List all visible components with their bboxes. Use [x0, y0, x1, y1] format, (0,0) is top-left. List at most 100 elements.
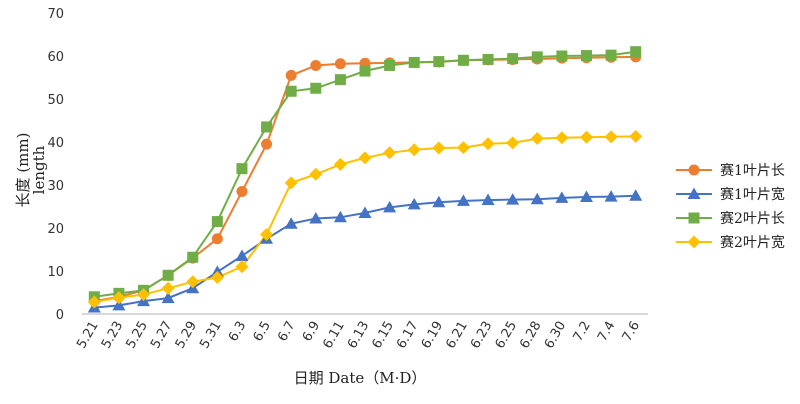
x-tick-label: 5.27 — [148, 319, 175, 352]
x-tick-label: 6.30 — [542, 319, 569, 352]
data-point-marker — [260, 227, 274, 241]
series-markers — [87, 46, 643, 313]
y-axis-subtitle: length — [30, 145, 48, 194]
data-point-marker — [284, 176, 298, 190]
x-tick-label: 6.23 — [468, 319, 495, 352]
data-point-marker — [604, 190, 618, 202]
data-point-marker — [531, 51, 543, 63]
data-point-marker — [334, 74, 346, 86]
data-point-marker — [630, 46, 642, 58]
legend-marker — [687, 235, 701, 249]
data-point-marker — [284, 217, 298, 229]
data-point-marker — [309, 167, 323, 181]
data-point-marker — [235, 249, 249, 261]
data-point-marker — [161, 281, 175, 295]
x-tick-label: 5.23 — [99, 319, 126, 352]
legend-label: 赛2叶片长 — [720, 211, 785, 227]
y-tick-label: 30 — [47, 179, 64, 194]
data-point-marker — [285, 85, 297, 97]
x-tick-label: 6.28 — [517, 319, 544, 352]
y-tick-label: 10 — [47, 265, 64, 280]
x-tick-label: 6.7 — [275, 319, 298, 344]
y-axis-title: 长度 (mm) — [14, 133, 32, 208]
data-point-marker — [579, 190, 593, 203]
data-point-marker — [162, 269, 174, 281]
legend-marker — [688, 212, 700, 224]
data-point-marker — [507, 53, 519, 65]
series-lines — [94, 50, 636, 309]
data-point-marker — [211, 233, 223, 245]
y-tick-label: 0 — [56, 308, 64, 323]
data-point-marker — [236, 163, 248, 175]
data-point-marker — [210, 270, 224, 284]
data-point-marker — [407, 197, 421, 210]
legend-label: 赛1叶片宽 — [720, 186, 785, 203]
data-point-marker — [384, 59, 396, 71]
x-tick-label: 6.21 — [443, 319, 470, 352]
data-point-marker — [408, 56, 420, 68]
data-point-marker — [432, 141, 446, 155]
legend-marker — [688, 164, 700, 176]
x-axis-title: 日期 Date（M·D） — [294, 369, 427, 387]
data-point-marker — [579, 130, 593, 144]
data-point-marker — [456, 194, 470, 206]
data-point-marker — [456, 141, 470, 155]
data-point-marker — [432, 195, 446, 208]
data-point-marker — [530, 192, 544, 205]
data-point-marker — [310, 59, 322, 71]
x-tick-label: 6.3 — [226, 319, 249, 344]
data-point-marker — [433, 56, 445, 68]
y-tick-label: 20 — [47, 222, 64, 237]
y-tick-label: 60 — [47, 50, 64, 65]
x-tick-label: 7.6 — [620, 319, 643, 344]
legend-label: 赛1叶片长 — [720, 163, 785, 179]
data-point-marker — [235, 260, 249, 274]
x-tick-label: 5.21 — [74, 319, 101, 352]
data-point-marker — [383, 200, 397, 213]
x-tick-label: 6.17 — [394, 319, 421, 352]
x-axis-ticks: 5.215.235.255.275.295.31 6.3 6.5 6.7 6.96.11… — [74, 319, 643, 352]
y-tick-label: 50 — [47, 93, 64, 108]
data-point-marker — [506, 136, 520, 150]
x-tick-label: 6.19 — [419, 319, 446, 352]
series-line — [94, 55, 636, 303]
x-tick-label: 5.29 — [173, 319, 200, 352]
x-tick-label: 6.25 — [493, 319, 520, 352]
data-point-marker — [187, 251, 199, 263]
data-point-marker — [605, 49, 617, 61]
x-tick-label: 6.15 — [370, 319, 397, 352]
data-point-marker — [481, 137, 495, 151]
data-point-marker — [555, 191, 569, 203]
data-point-marker — [629, 129, 643, 143]
legend-marker — [687, 187, 701, 199]
data-point-marker — [407, 143, 421, 157]
y-axis-ticks: 0 10 20 30 40 50 60 70 — [47, 7, 64, 323]
x-tick-label: 6.9 — [300, 319, 323, 344]
data-point-marker — [87, 295, 101, 309]
data-point-marker — [334, 58, 346, 70]
x-tick-label: 7.4 — [595, 319, 618, 344]
data-point-marker — [530, 132, 544, 146]
data-point-marker — [137, 288, 151, 302]
data-point-marker — [186, 275, 200, 289]
series-line — [94, 50, 636, 298]
data-point-marker — [556, 50, 568, 62]
data-point-marker — [236, 185, 248, 197]
data-point-marker — [555, 131, 569, 145]
data-point-marker — [261, 121, 273, 133]
data-point-marker — [506, 193, 520, 205]
data-point-marker — [481, 193, 495, 206]
x-tick-label: 6.5 — [251, 319, 274, 344]
data-point-marker — [629, 189, 643, 201]
data-point-marker — [358, 151, 372, 165]
data-point-marker — [112, 291, 126, 305]
x-tick-label: 6.11 — [320, 319, 347, 352]
data-point-marker — [359, 65, 371, 77]
y-tick-label: 40 — [47, 136, 64, 151]
x-tick-label: 6.13 — [345, 319, 372, 352]
legend-label: 赛2叶片宽 — [720, 234, 785, 251]
x-tick-label: 7.2 — [571, 319, 594, 344]
data-point-marker — [482, 53, 494, 65]
